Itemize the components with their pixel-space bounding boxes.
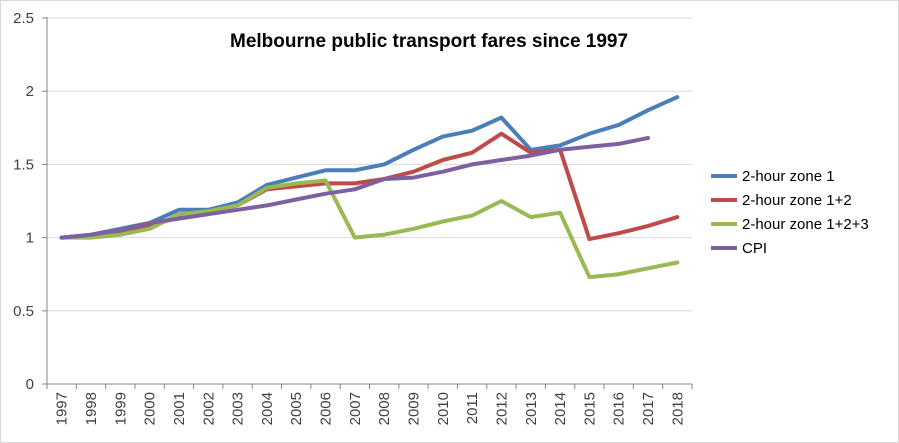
series-line-1 [59, 95, 680, 240]
x-tick-label: 2005 [288, 392, 305, 425]
x-tick-label: 2001 [171, 392, 188, 425]
x-tick-label: 2002 [200, 392, 217, 425]
series-line-4 [59, 136, 650, 240]
x-tick-label: 2009 [405, 392, 422, 425]
legend-label: CPI [742, 240, 767, 257]
x-tick-label: 2003 [230, 392, 247, 425]
x-tick-label: 2000 [142, 392, 159, 425]
y-tick-label: 2.5 [13, 10, 34, 27]
y-tick-labels: 0 0.5 1 1.5 2 2.5 [13, 10, 34, 393]
y-tick-label: 2 [26, 83, 34, 100]
x-tick-label: 2010 [435, 392, 452, 425]
x-tick-label: 2013 [523, 392, 540, 425]
x-tick-label: 2015 [581, 392, 598, 425]
y-tick-label: 0.5 [13, 303, 34, 320]
y-tick-label: 1 [26, 230, 34, 247]
x-tick-label: 1997 [54, 392, 71, 425]
axes [42, 17, 693, 389]
y-tick-label: 0 [26, 376, 34, 393]
gridlines [47, 17, 692, 312]
x-tick-label: 1999 [112, 392, 129, 425]
x-tick-label: 2007 [347, 392, 364, 425]
x-tick-label: 2016 [611, 392, 628, 425]
x-tick-label: 2008 [376, 392, 393, 425]
x-tick-label: 2018 [669, 392, 686, 425]
x-tick-label: 2012 [493, 392, 510, 425]
legend-label: 2-hour zone 1+2+3 [742, 216, 869, 233]
x-tick-label: 2017 [640, 392, 657, 425]
x-tick-label: 1998 [83, 392, 100, 425]
legend: 2-hour zone 1 2-hour zone 1+2 2-hour zone … [711, 168, 869, 257]
x-tick-label: 2014 [552, 392, 569, 425]
x-tick-label: 2011 [464, 392, 481, 424]
legend-label: 2-hour zone 1+2 [742, 192, 852, 209]
y-tick-label: 1.5 [13, 156, 34, 173]
legend-label: 2-hour zone 1 [742, 168, 835, 185]
x-tick-label: 2004 [259, 392, 276, 425]
x-tick-label: 2006 [318, 392, 335, 425]
x-tick-labels: 1997 1998 1999 2000 2001 2002 2003 2004 2005 2006… [54, 392, 687, 425]
series-lines [59, 95, 680, 280]
chart-title: Melbourne public transport fares since 1… [230, 31, 628, 52]
